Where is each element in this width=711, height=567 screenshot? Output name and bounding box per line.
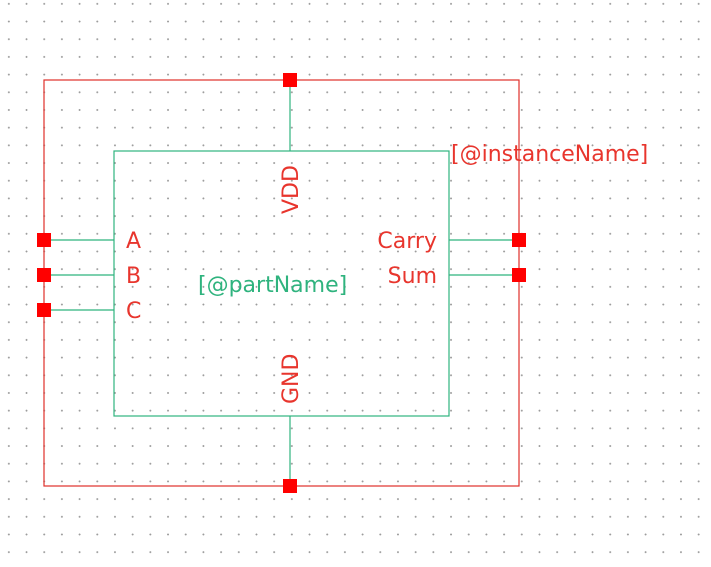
pin-label-b: B bbox=[126, 264, 141, 289]
instance-name-label: [@instanceName] bbox=[451, 142, 648, 167]
pin-label-gnd: GND bbox=[279, 354, 304, 404]
pin-square-c[interactable] bbox=[37, 303, 51, 317]
pin-label-sum: Sum bbox=[388, 264, 437, 289]
symbol-boundary bbox=[43, 79, 520, 487]
pin-label-a: A bbox=[126, 229, 141, 254]
pin-square-vdd[interactable] bbox=[283, 73, 297, 87]
pin-square-b[interactable] bbox=[37, 268, 51, 282]
part-name-label: [@partName] bbox=[198, 273, 347, 298]
pin-square-sum[interactable] bbox=[512, 268, 526, 282]
pin-label-vdd: VDD bbox=[279, 165, 304, 214]
pin-label-c: C bbox=[126, 299, 141, 324]
pin-square-a[interactable] bbox=[37, 233, 51, 247]
symbol-body bbox=[113, 150, 450, 417]
pin-label-carry: Carry bbox=[377, 229, 437, 254]
pin-square-carry[interactable] bbox=[512, 233, 526, 247]
pin-square-gnd[interactable] bbox=[283, 479, 297, 493]
